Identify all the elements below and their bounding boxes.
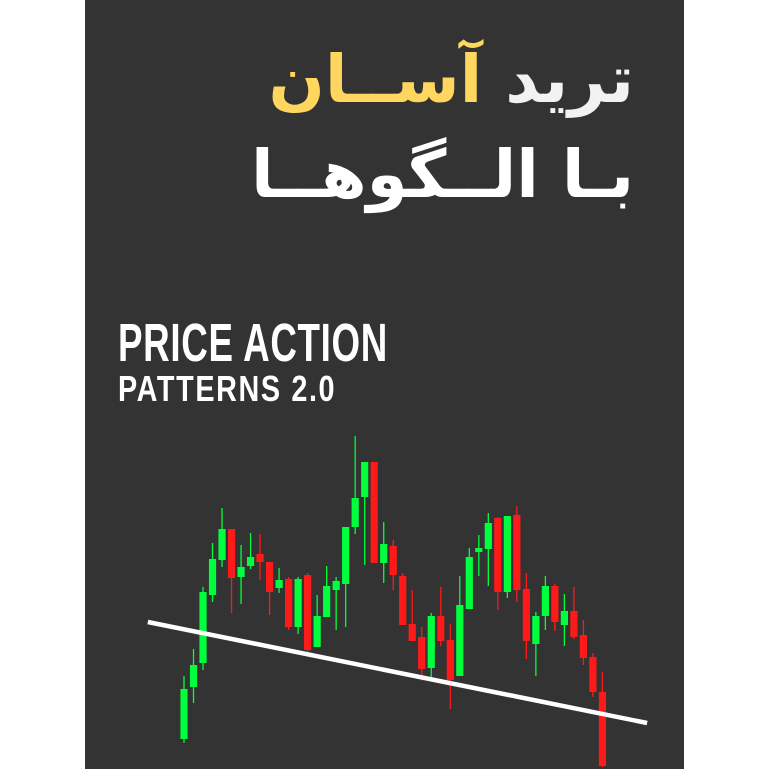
- bearish-candle: [304, 575, 312, 650]
- subtitle-patterns: PATTERNS 2.0: [118, 368, 337, 409]
- subtitle-fade: [392, 312, 406, 407]
- bullish-candle: [465, 557, 473, 609]
- bullish-candle: [484, 523, 492, 549]
- bearish-candle: [227, 529, 236, 578]
- bullish-candle: [294, 579, 302, 627]
- bullish-candle: [456, 605, 464, 676]
- subtitle-price-action: PRICE ACTION: [118, 313, 388, 373]
- bullish-candle: [275, 580, 283, 588]
- bearish-candle: [513, 515, 521, 590]
- bullish-candle: [218, 529, 226, 560]
- bearish-candle: [494, 518, 502, 592]
- bullish-candle: [313, 616, 321, 647]
- neckline: [147, 619, 648, 726]
- bullish-candle: [342, 527, 350, 584]
- bullish-candle: [237, 567, 245, 577]
- bullish-candle: [246, 557, 255, 566]
- bullish-candle: [351, 498, 359, 527]
- bullish-candle: [380, 544, 388, 563]
- bullish-candle: [180, 689, 188, 739]
- bearish-candle: [589, 657, 597, 692]
- persian-title-line1: ترید آســان: [269, 35, 635, 125]
- bearish-candle: [256, 554, 264, 562]
- bearish-candle: [579, 635, 588, 658]
- bearish-candle: [570, 611, 578, 637]
- bullish-candle: [560, 611, 568, 625]
- bearish-candle: [408, 624, 416, 641]
- bearish-candle: [399, 576, 407, 625]
- bullish-candle: [189, 665, 198, 687]
- persian-title-line2: بـا الــگوهــا: [250, 136, 634, 213]
- bearish-candle: [285, 579, 293, 627]
- bullish-candle: [503, 516, 511, 592]
- bearish-candle: [551, 586, 559, 622]
- bullish-candle: [532, 616, 540, 644]
- bullish-candle: [199, 592, 207, 663]
- bullish-candle: [475, 548, 483, 552]
- bearish-candle: [446, 640, 454, 680]
- bearish-candle: [437, 616, 445, 641]
- title-word-easy: آســان: [268, 41, 483, 118]
- bearish-candle: [598, 692, 607, 766]
- bullish-candle: [427, 616, 435, 668]
- bearish-candle: [370, 462, 378, 563]
- bearish-candle: [389, 546, 397, 575]
- bearish-candle: [265, 562, 274, 592]
- bullish-candle: [541, 586, 549, 616]
- bullish-candle: [361, 462, 369, 497]
- bullish-candle: [323, 586, 331, 617]
- bullish-candle: [208, 559, 217, 595]
- bullish-candle: [332, 581, 340, 590]
- bearish-candle: [522, 589, 530, 641]
- bearish-candle: [418, 637, 426, 669]
- title-word-trade: ترید: [505, 41, 634, 118]
